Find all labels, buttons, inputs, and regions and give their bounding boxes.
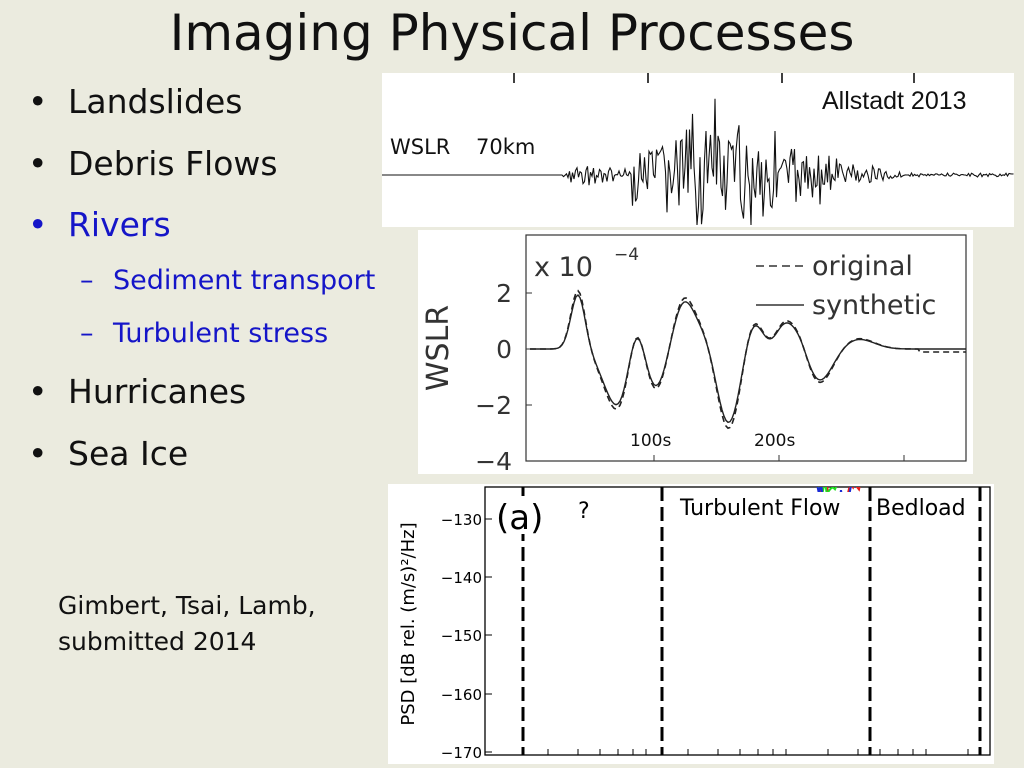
ytick-label: −130	[441, 511, 482, 529]
y-axis-label: PSD [dB rel. (m/s)²/Hz]	[398, 522, 419, 725]
bullet-dot: •	[28, 205, 48, 244]
unknown-regime-label: ?	[578, 499, 590, 524]
scale-exponent: −4	[614, 245, 639, 265]
bullet-dot: •	[28, 144, 48, 183]
ytick-label: 2	[496, 279, 512, 308]
y-axis-label: WSLR	[421, 305, 456, 391]
citation-label: Allstadt 2013	[822, 87, 967, 115]
scale-label: x 10	[534, 252, 593, 283]
time-annotation-100s: 100s	[630, 431, 671, 451]
label-bg	[874, 492, 976, 522]
legend-label-synthetic: synthetic	[812, 290, 936, 321]
panel-label: (a)	[496, 498, 543, 538]
psd-figure: −130 −140 −150 −160 −170 PSD [dB rel. (m…	[388, 484, 994, 764]
legend-label-original: original	[812, 251, 913, 282]
distance-label: 70km	[476, 135, 536, 159]
bullet-dot: •	[28, 372, 48, 411]
sub-bullet-text: Sediment transport	[113, 265, 376, 296]
ytick-label: −140	[441, 569, 482, 587]
bullet-text: Debris Flows	[68, 144, 278, 183]
credit-citation: Gimbert, Tsai, Lamb, submitted 2014	[58, 588, 316, 660]
sub-bullet-dash: –	[80, 265, 94, 296]
ytick-label: −4	[475, 447, 512, 474]
bullet-text: Sea Ice	[68, 434, 189, 473]
bedload-label: Bedload	[876, 496, 966, 521]
bullet-text: Rivers	[68, 205, 171, 244]
panel-label-bg	[493, 496, 539, 534]
label-bg	[678, 492, 866, 522]
credit-line-1: Gimbert, Tsai, Lamb,	[58, 591, 316, 620]
ytick-label: −160	[441, 686, 482, 704]
station-label: WSLR	[390, 135, 451, 159]
ytick-label: 0	[496, 335, 512, 364]
waveform-fit-figure: 2 0 −2 −4 WSLR x 10 −4 original syntheti…	[418, 230, 973, 476]
waveform-plot: 2 0 −2 −4 WSLR x 10 −4 original syntheti…	[421, 234, 967, 476]
ytick-label: −2	[475, 391, 512, 420]
turbulent-flow-label: Turbulent Flow	[679, 496, 840, 521]
seismogram-trace	[382, 98, 1014, 226]
credit-line-2: submitted 2014	[58, 627, 257, 656]
time-annotation-200s: 200s	[754, 431, 795, 451]
bullet-dot: •	[28, 434, 48, 473]
sub-bullet-text: Turbulent stress	[113, 318, 329, 349]
synthetic-waveform-line	[530, 293, 966, 424]
psd-plot: −130 −140 −150 −160 −170 PSD [dB rel. (m…	[398, 486, 991, 762]
bullet-text: Hurricanes	[68, 372, 247, 411]
bullet-dot: •	[28, 82, 48, 121]
slide-title: Imaging Physical Processes	[169, 4, 855, 62]
plot-frame	[525, 234, 967, 462]
seismogram-plot	[382, 73, 1014, 226]
ytick-label: −170	[441, 744, 482, 762]
bullet-text: Landslides	[68, 82, 243, 121]
ytick-label: −150	[441, 627, 482, 645]
sub-bullet-dash: –	[80, 318, 94, 349]
seismogram-figure: WSLR 70km Allstadt 2013	[382, 73, 1014, 227]
plot-frame	[484, 486, 991, 756]
x-minor-ticks	[547, 749, 969, 755]
